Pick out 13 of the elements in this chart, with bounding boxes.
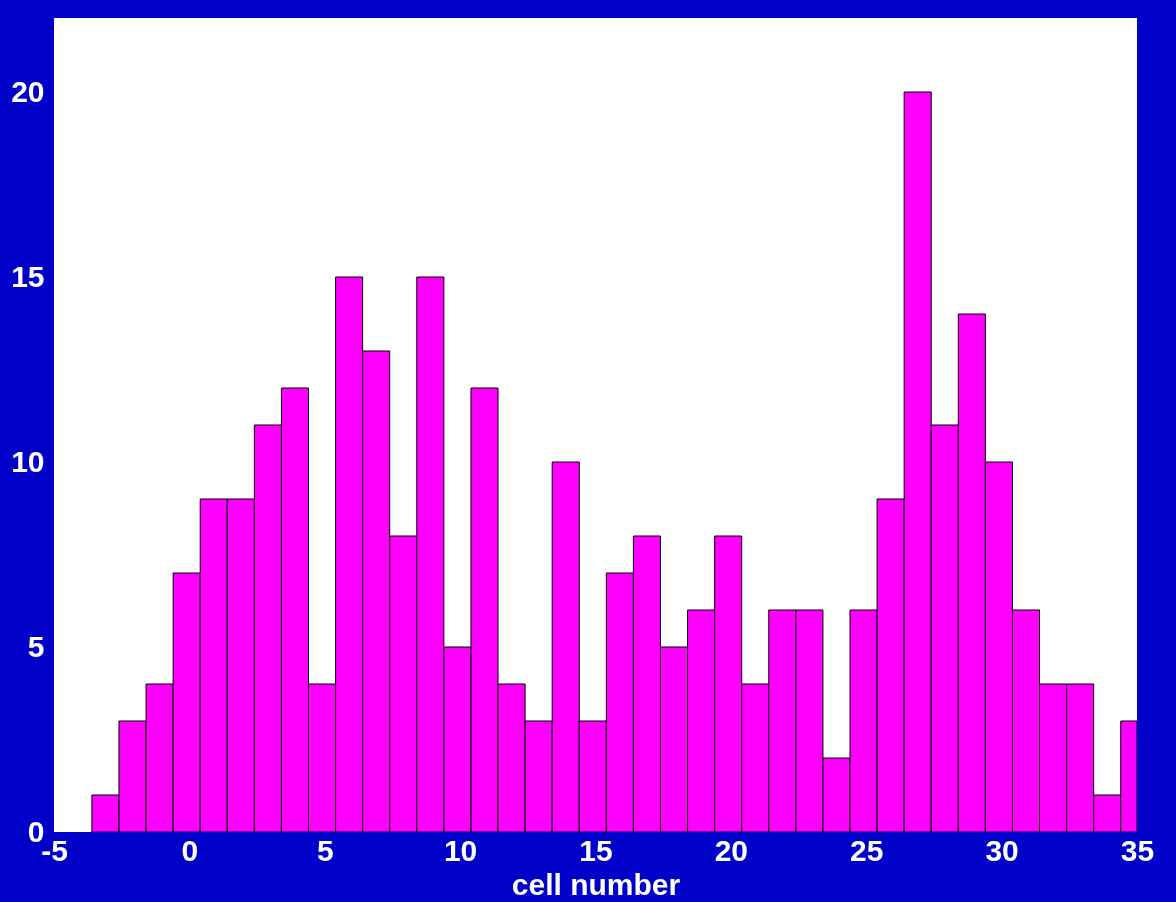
x-tick-label: 30 bbox=[985, 833, 1019, 867]
x-tick-label: 5 bbox=[316, 833, 334, 867]
x-tick-label: 20 bbox=[714, 833, 749, 867]
x-axis-title: cell number bbox=[511, 867, 681, 901]
x-tick-label: 0 bbox=[181, 833, 199, 867]
x-tick-label: 15 bbox=[579, 833, 613, 867]
x-tick-label: 10 bbox=[443, 833, 478, 867]
x-tick-label: 35 bbox=[1120, 833, 1155, 867]
y-tick-label: 20 bbox=[11, 74, 45, 108]
y-tick-label: 10 bbox=[11, 444, 45, 478]
y-tick-label: 15 bbox=[11, 259, 45, 293]
x-tick-label: 25 bbox=[850, 833, 884, 867]
y-tick-label: 5 bbox=[27, 629, 45, 663]
